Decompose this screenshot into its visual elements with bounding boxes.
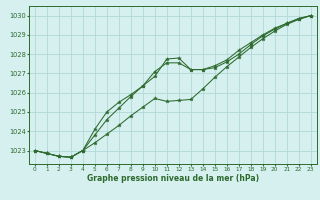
X-axis label: Graphe pression niveau de la mer (hPa): Graphe pression niveau de la mer (hPa) — [87, 174, 259, 183]
